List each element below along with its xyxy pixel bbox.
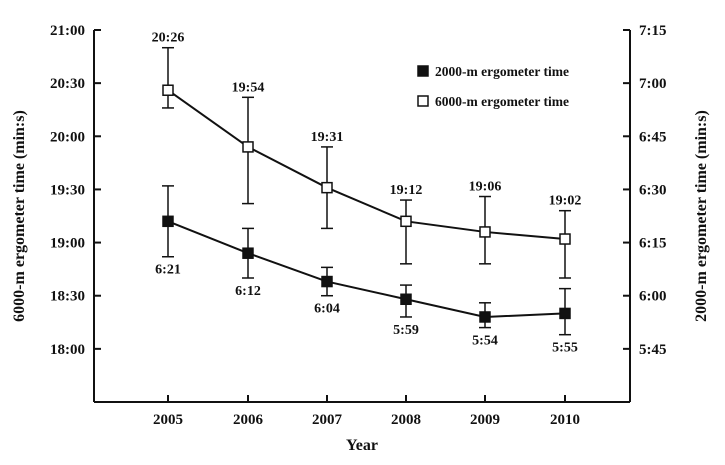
- data-label: 20:26: [152, 31, 185, 46]
- legend-label-2000m: 2000-m ergometer time: [435, 64, 569, 79]
- data-label: 19:12: [390, 183, 423, 198]
- x-tick-label: 2010: [550, 412, 580, 428]
- x-tick-label: 2006: [233, 412, 264, 428]
- series-2000m: 6:21 6:12 6:04 5:59 5:54 5:55: [155, 185, 578, 356]
- x-tick-label: 2007: [312, 412, 343, 428]
- legend: 2000-m ergometer time 6000-m ergometer t…: [417, 64, 569, 109]
- legend-marker-6000m: [417, 95, 429, 107]
- data-point: [321, 181, 333, 194]
- right-tick-label: 6:45: [639, 129, 667, 145]
- left-tick-label: 20:30: [50, 76, 85, 92]
- data-label: 6:21: [155, 263, 181, 278]
- right-tick-label: 6:15: [639, 236, 667, 252]
- left-axis-ticks: 18:00 18:30 19:00 19:30 20:00 20:30 21:00: [50, 23, 101, 358]
- left-tick-label: 18:00: [50, 342, 85, 358]
- plot-frame: [93, 30, 631, 403]
- data-point: [162, 84, 174, 96]
- right-axis-ticks: 5:45 6:00 6:15 6:30 6:45 7:00 7:15: [623, 23, 667, 358]
- data-point: [321, 275, 333, 288]
- left-tick-label: 21:00: [50, 23, 85, 39]
- series-layer: 6:21 6:12 6:04 5:59 5:54 5:55 20:26 19:54 19:31 1…: [152, 31, 582, 356]
- data-label: 19:02: [549, 194, 582, 209]
- data-label: 6:12: [235, 284, 261, 299]
- legend-label-6000m: 6000-m ergometer time: [435, 94, 569, 109]
- left-tick-label: 18:30: [50, 289, 85, 305]
- data-point: [400, 293, 412, 306]
- data-label: 19:06: [469, 180, 502, 195]
- data-label: 19:31: [311, 130, 344, 145]
- right-tick-label: 5:45: [639, 342, 667, 358]
- series-line: [167, 89, 566, 241]
- data-point: [242, 247, 254, 259]
- data-point: [559, 307, 571, 320]
- data-label: 6:04: [314, 302, 340, 317]
- x-tick-label: 2009: [470, 412, 500, 428]
- x-tick-label: 2008: [391, 412, 421, 428]
- series-6000m: 20:26 19:54 19:31 19:12 19:06 19:02: [152, 31, 582, 279]
- data-label: 5:54: [472, 334, 498, 349]
- right-tick-label: 6:30: [639, 182, 667, 198]
- left-axis-title: 6000-m ergometer time (min:s): [11, 110, 28, 322]
- x-axis-ticks: 2005 2006 2007 2008 2009 2010: [153, 395, 580, 428]
- x-tick-label: 2005: [153, 412, 183, 428]
- data-point: [559, 233, 571, 245]
- data-label: 5:59: [393, 323, 419, 338]
- data-label: 19:54: [232, 80, 265, 95]
- data-point: [400, 215, 412, 228]
- right-tick-label: 7:00: [639, 76, 667, 92]
- right-axis-title: 2000-m ergometer time (min:s): [693, 110, 710, 322]
- left-tick-label: 19:30: [50, 182, 85, 198]
- data-point: [242, 141, 254, 153]
- left-tick-label: 20:00: [50, 129, 85, 145]
- data-point: [479, 311, 491, 323]
- data-point: [479, 226, 491, 238]
- left-tick-label: 19:00: [50, 236, 85, 252]
- legend-marker-2000m: [417, 65, 429, 77]
- right-tick-label: 6:00: [639, 289, 667, 305]
- series-line: [167, 220, 566, 318]
- data-label: 5:55: [552, 341, 578, 356]
- data-point: [162, 215, 174, 228]
- x-axis-title: Year: [346, 437, 378, 454]
- right-tick-label: 7:15: [639, 23, 667, 39]
